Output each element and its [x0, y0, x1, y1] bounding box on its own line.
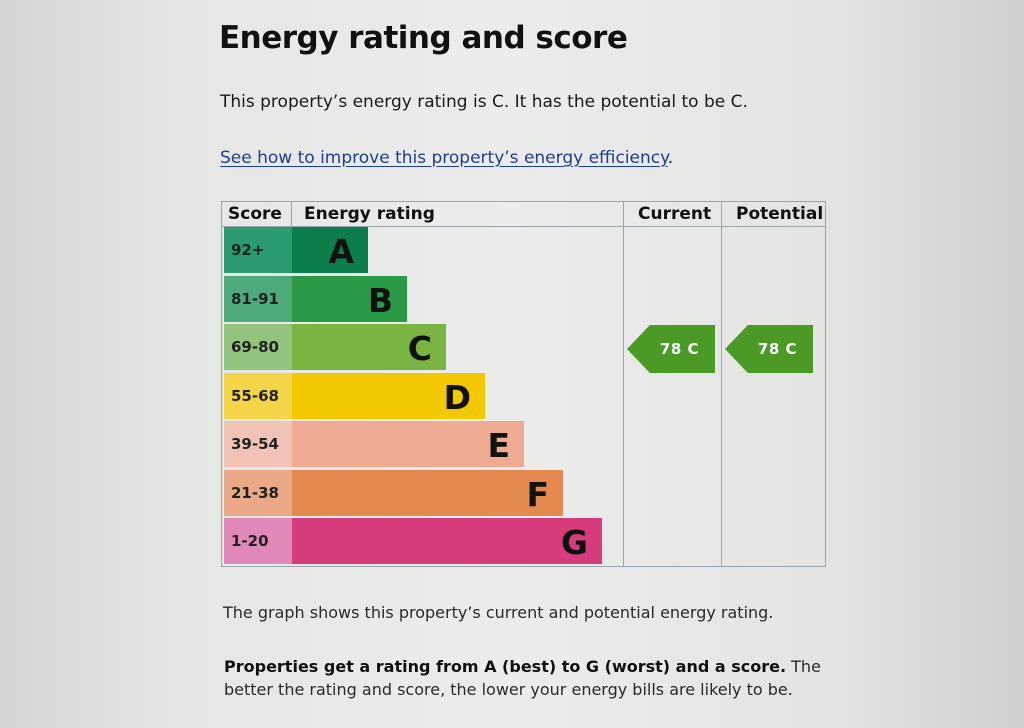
band-letter: C: [407, 329, 432, 368]
band-bar: G: [292, 518, 602, 564]
band-letter: D: [443, 377, 471, 417]
potential-rating-label: 78 C: [757, 340, 797, 358]
band-letter: G: [560, 523, 588, 562]
chart-header: Score Energy rating Current Potential: [222, 202, 825, 227]
rating-explanation-rest: The better the rating and score, the low…: [224, 657, 821, 699]
rating-summary: This property’s energy rating is C. It h…: [220, 92, 748, 112]
potential-rating-arrow: 78 C: [725, 325, 813, 373]
band-score-range: 81-91: [224, 275, 292, 322]
band-bar: E: [292, 421, 524, 467]
improve-link-line: See how to improve this property’s energ…: [220, 148, 673, 168]
band-bar: D: [292, 372, 485, 419]
page-title: Energy rating and score: [219, 20, 628, 56]
energy-rating-column-header: Energy rating: [304, 204, 435, 224]
band-letter: F: [526, 474, 549, 514]
score-column-divider: [291, 202, 292, 227]
current-column-divider: [623, 202, 624, 566]
current-column-header: Current: [638, 204, 712, 224]
improve-efficiency-link[interactable]: See how to improve this property’s energ…: [220, 148, 668, 168]
band-letter: B: [367, 280, 393, 320]
band-score-range: 92+: [224, 227, 292, 273]
band-score-range: 21-38: [224, 469, 292, 516]
rating-explanation-bold: Properties get a rating from A (best) to…: [224, 657, 787, 676]
band-score-range: 55-68: [224, 372, 292, 419]
band-letter: E: [487, 426, 510, 465]
current-rating-label: 78 C: [659, 340, 699, 358]
improve-link-suffix: .: [667, 148, 674, 168]
band-bar: F: [292, 469, 563, 516]
band-bar: B: [292, 275, 407, 322]
band-letter: A: [328, 232, 354, 271]
score-column-header: Score: [228, 204, 282, 224]
current-rating-arrow: 78 C: [627, 325, 715, 373]
band-bar: C: [292, 324, 446, 370]
band-score-range: 1-20: [224, 518, 292, 564]
potential-column-divider: [721, 202, 722, 566]
band-score-range: 39-54: [224, 421, 292, 467]
band-score-range: 69-80: [224, 324, 292, 370]
energy-rating-chart: Score Energy rating Current Potential 92…: [221, 201, 826, 567]
band-bar: A: [292, 227, 368, 273]
potential-column-header: Potential: [736, 204, 824, 224]
rating-explanation: Properties get a rating from A (best) to…: [224, 655, 824, 701]
graph-description: The graph shows this property’s current …: [223, 603, 774, 622]
